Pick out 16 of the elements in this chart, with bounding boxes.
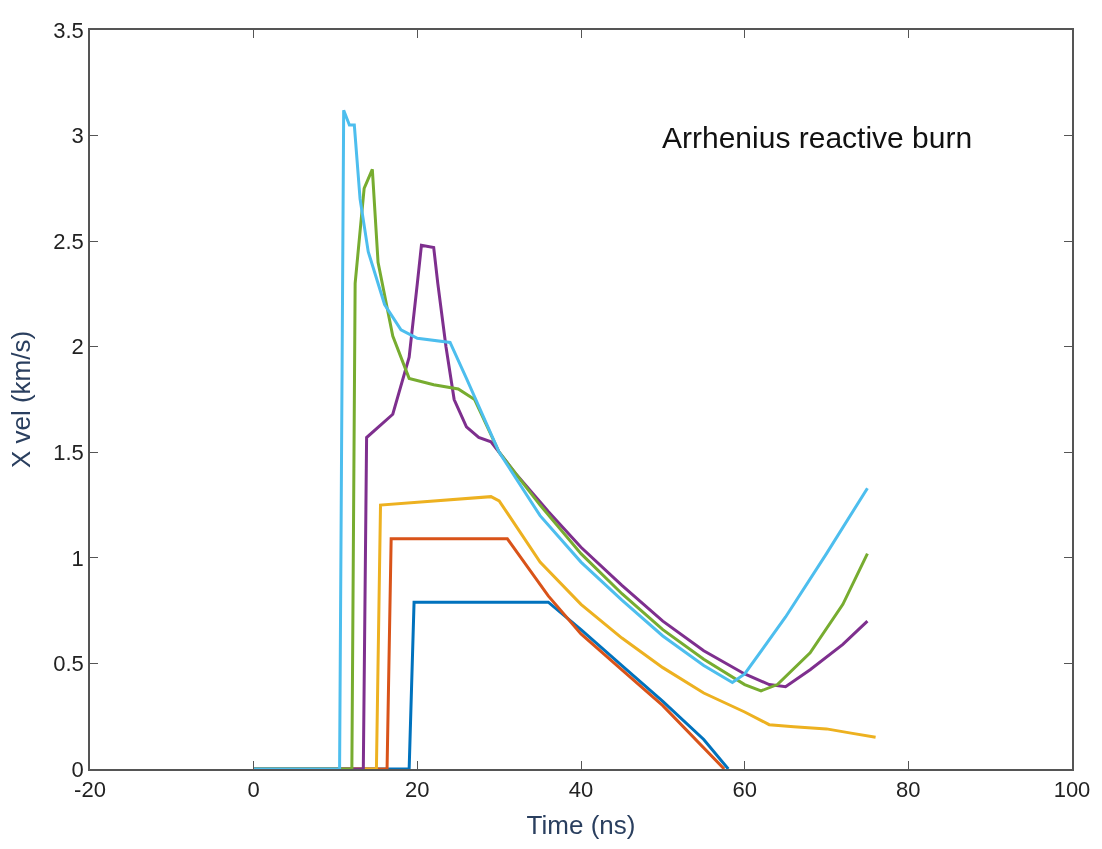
y-tick-label: 0.5: [53, 651, 84, 677]
x-tick-label: 0: [247, 777, 260, 803]
y-tick-label: 1: [71, 545, 84, 571]
y-tick-label: 2.5: [53, 228, 84, 254]
y-tick-label: 3: [71, 123, 84, 149]
x-axis-title: Time (ns): [526, 810, 636, 841]
y-axis-title: X vel (km/s): [6, 330, 37, 469]
x-tick-label: 100: [1053, 777, 1091, 803]
y-tick-label: 1.5: [53, 439, 84, 465]
y-tick-label: 3.5: [53, 17, 84, 43]
x-tick-label: 20: [405, 777, 430, 803]
x-tick-label: 60: [732, 777, 757, 803]
annotation: Arrhenius reactive burn: [662, 121, 973, 154]
x-tick-label: 40: [568, 777, 594, 803]
y-tick-label: 2: [71, 334, 84, 360]
x-tick-label: 80: [896, 777, 921, 803]
